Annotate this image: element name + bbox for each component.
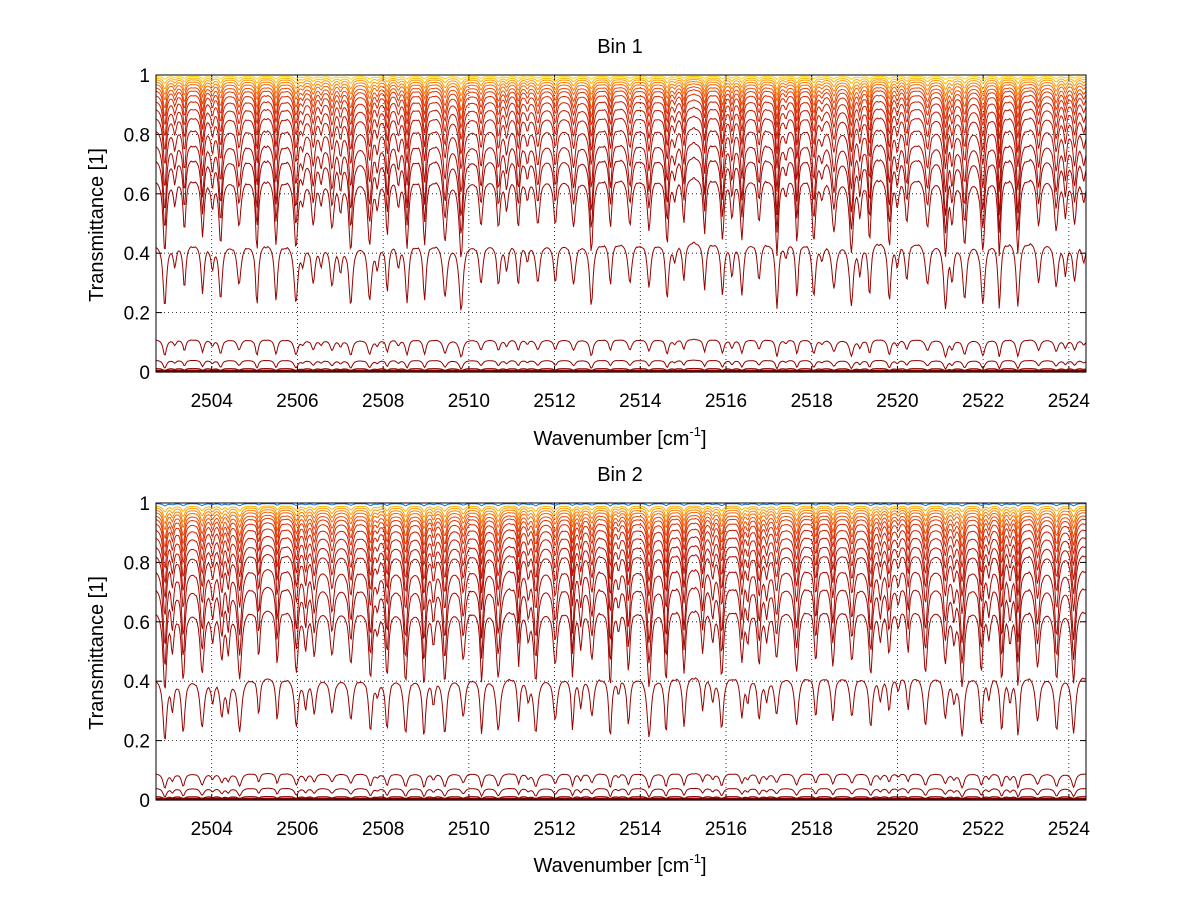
series-line (156, 795, 1086, 800)
panel-bin-1: Bin 1 2504 2506 2508 2510 2512 2514 2516 2518 25… (86, 36, 1090, 450)
series-line (155, 586, 1087, 665)
series-line (155, 93, 1087, 130)
series-line (155, 772, 1087, 790)
series-line (155, 156, 1087, 234)
y-tick-label: 1 (139, 494, 150, 515)
series-line (155, 99, 1087, 140)
series-line (155, 544, 1087, 599)
x-tick-label: 2506 (276, 819, 318, 840)
x-axis-label: Wavenumber [cm-1] (533, 851, 706, 877)
y-tick-label: 0.8 (124, 553, 150, 574)
series-line (155, 77, 1087, 85)
x-tick-label: 2522 (962, 391, 1004, 412)
x-tick-label: 2520 (876, 819, 918, 840)
series-line (155, 89, 1087, 121)
x-axis-label-text: Wavenumber [cm (533, 855, 689, 877)
axes-box (155, 74, 1087, 373)
y-tick-label: 0.4 (124, 244, 151, 265)
y-axis-label: Transmittance [1] (86, 148, 108, 302)
y-tick-label: 0.6 (124, 613, 150, 634)
x-tick-label: 2508 (362, 819, 404, 840)
series-line (155, 522, 1086, 557)
x-tick-label: 2518 (791, 819, 833, 840)
chart-title: Bin 2 (597, 464, 643, 486)
x-axis-label-superscript: -1 (689, 851, 701, 866)
y-tick-labels: 0 0.2 0.4 0.6 0.8 1 (124, 66, 151, 384)
series-line (155, 76, 1087, 81)
series-line (155, 503, 1086, 507)
x-tick-label: 2508 (362, 391, 404, 412)
y-tick-label: 0 (139, 791, 150, 812)
x-tick-label: 2514 (619, 819, 662, 840)
y-tick-label: 0.6 (124, 185, 150, 206)
y-tick-label: 0.2 (124, 304, 150, 325)
x-tick-label: 2512 (533, 819, 575, 840)
series-line (155, 86, 1087, 113)
series-line (155, 83, 1087, 103)
x-axis-label: Wavenumber [cm-1] (533, 424, 706, 450)
y-tick-label: 0.4 (124, 672, 151, 693)
series-line (155, 127, 1087, 193)
series-line (155, 106, 1087, 155)
series-lines (155, 503, 1087, 801)
series-line (155, 528, 1087, 570)
series-line (155, 787, 1086, 798)
series-line (155, 610, 1087, 689)
x-tick-label: 2518 (791, 391, 833, 412)
series-line (155, 535, 1087, 584)
panel-bin-2: Bin 2 2504 2506 2508 2510 2512 2514 2516 2518 25… (86, 464, 1090, 877)
x-axis-label-superscript: -1 (689, 424, 701, 439)
series-line (155, 81, 1087, 98)
series-line (155, 514, 1087, 540)
x-tick-labels: 2504 2506 2508 2510 2512 2514 2516 2518 2520 2522… (191, 819, 1091, 840)
y-tick-label: 0 (139, 363, 150, 384)
y-tick-label: 0.8 (124, 125, 150, 146)
x-tick-label: 2524 (1048, 819, 1091, 840)
x-tick-label: 2504 (191, 391, 234, 412)
x-tick-label: 2520 (876, 391, 918, 412)
series-line (155, 568, 1087, 645)
series-line (155, 505, 1086, 513)
series-line (155, 517, 1087, 549)
x-tick-labels: 2504 2506 2508 2510 2512 2514 2516 2518 2520 2522… (191, 391, 1091, 412)
series-line (156, 367, 1087, 372)
x-axis-label-text: Wavenumber [cm (533, 428, 689, 450)
series-line (155, 553, 1087, 615)
axes-box (155, 502, 1087, 801)
x-axis-label-close: ] (701, 855, 707, 877)
series-line (155, 359, 1087, 371)
series-line (155, 338, 1087, 359)
y-tick-label: 1 (139, 66, 150, 87)
series-line (155, 511, 1086, 531)
y-tick-label: 0.2 (124, 732, 150, 753)
series-line (155, 677, 1087, 740)
x-tick-label: 2506 (276, 391, 318, 412)
series-line (155, 509, 1087, 525)
x-tick-label: 2510 (448, 819, 490, 840)
series-lines (155, 76, 1087, 373)
x-tick-label: 2522 (962, 819, 1004, 840)
x-tick-label: 2514 (619, 391, 662, 412)
x-tick-label: 2516 (705, 391, 747, 412)
series-line (155, 177, 1087, 258)
chart-title: Bin 1 (597, 36, 643, 58)
x-axis-label-close: ] (701, 428, 707, 450)
series-line (155, 241, 1087, 311)
series-line (155, 78, 1087, 92)
y-axis-label: Transmittance [1] (86, 576, 108, 730)
x-tick-label: 2516 (705, 819, 747, 840)
x-tick-label: 2510 (448, 391, 490, 412)
y-tick-labels: 0 0.2 0.4 0.6 0.8 1 (124, 494, 151, 812)
series-line (155, 507, 1087, 519)
x-tick-label: 2504 (191, 819, 234, 840)
x-tick-label: 2524 (1048, 391, 1091, 412)
series-line (155, 142, 1087, 216)
x-tick-label: 2512 (533, 391, 575, 412)
series-line (155, 115, 1087, 169)
